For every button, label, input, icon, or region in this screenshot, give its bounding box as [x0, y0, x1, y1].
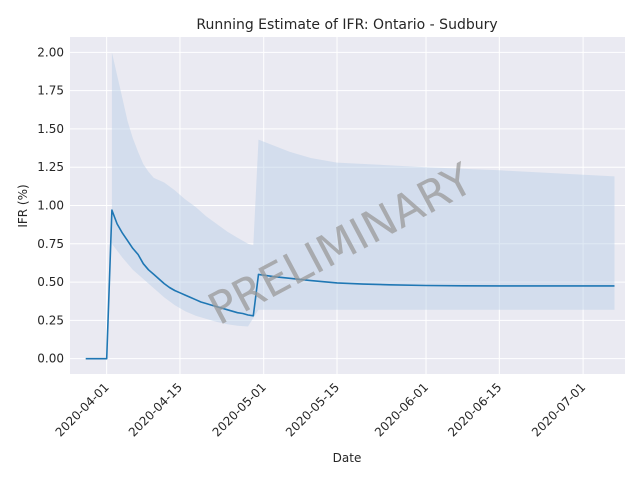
confidence-band-area [111, 52, 615, 327]
x-tick-label: 2020-05-15 [283, 380, 342, 439]
ifr-line-path [85, 209, 615, 360]
x-axis-label: Date [333, 451, 362, 465]
y-tick-label: 0.75 [37, 237, 64, 251]
y-tick-label: 1.00 [37, 199, 64, 213]
y-tick-label: 0.00 [37, 352, 64, 366]
x-tick-label: 2020-05-01 [210, 380, 269, 439]
y-tick-label: 0.25 [37, 313, 64, 327]
x-tick-label: 2020-06-15 [445, 380, 504, 439]
x-tick-label: 2020-06-01 [372, 380, 431, 439]
y-tick-label: 2.00 [37, 45, 64, 59]
y-tick-label: 1.50 [37, 122, 64, 136]
chart-title: Running Estimate of IFR: Ontario - Sudbu… [196, 17, 497, 33]
y-tick-label: 1.25 [37, 160, 64, 174]
x-tick-label: 2020-04-15 [126, 380, 185, 439]
x-tick-label: 2020-07-01 [529, 380, 588, 439]
ifr-series-line [85, 209, 615, 360]
y-tick-label: 1.75 [37, 84, 64, 98]
x-tick-label: 2020-04-01 [53, 380, 112, 439]
y-axis-label: IFR (%) [16, 184, 30, 227]
confidence-band [111, 52, 615, 327]
y-tick-label: 0.50 [37, 275, 64, 289]
